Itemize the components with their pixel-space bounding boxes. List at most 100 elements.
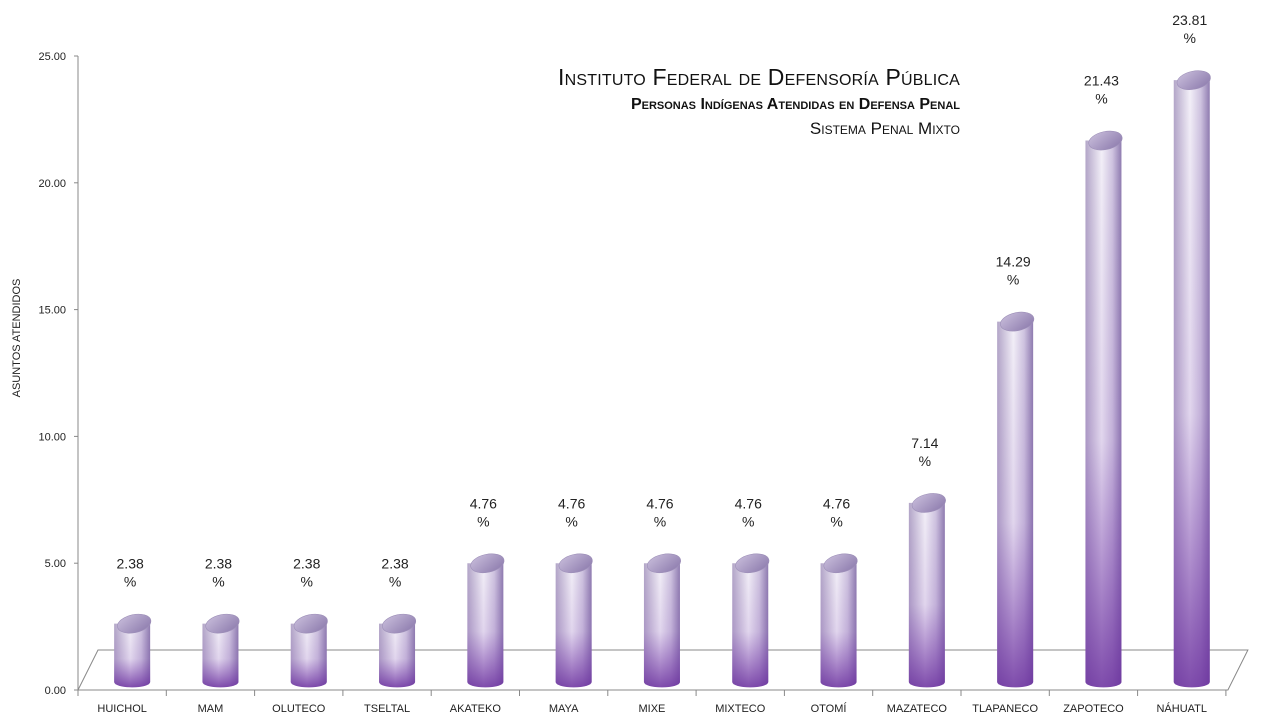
data-label: 4.76% — [558, 495, 585, 529]
data-label: 4.76% — [823, 495, 850, 529]
category-label: AKATEKO — [450, 703, 502, 715]
y-tick-label: 0.00 — [45, 685, 66, 697]
category-label: MIXTECO — [715, 703, 766, 715]
bar-cap — [117, 613, 152, 634]
bar — [908, 493, 946, 688]
chart-subtitle: Personas Indígenas Atendidas en Defensa … — [630, 96, 960, 113]
bar-cap — [646, 553, 681, 574]
bar — [202, 613, 240, 688]
data-label: 2.38% — [381, 556, 408, 590]
bar-cap — [1000, 311, 1035, 332]
y-tick-label: 15.00 — [38, 305, 66, 317]
data-label-unit: % — [124, 574, 136, 590]
bar — [643, 553, 681, 688]
data-label-value: 4.76 — [646, 495, 673, 511]
data-label: 2.38% — [205, 556, 232, 590]
data-label-unit: % — [477, 513, 489, 529]
category-label: OLUTECO — [272, 703, 326, 715]
data-label: 21.43% — [1084, 73, 1119, 107]
data-label: 2.38% — [293, 556, 320, 590]
bar — [1173, 70, 1211, 688]
category-label: TSELTAL — [364, 703, 410, 715]
bars — [114, 70, 1211, 688]
bar-cap — [205, 613, 240, 634]
data-label-unit: % — [1184, 30, 1196, 46]
data-label-unit: % — [1095, 91, 1107, 107]
bar-shade — [908, 502, 945, 688]
bar-shade — [114, 623, 151, 688]
data-label: 4.76% — [646, 495, 673, 529]
bar-shade — [555, 563, 592, 688]
data-label-unit: % — [830, 513, 842, 529]
data-label-value: 2.38 — [205, 556, 232, 572]
y-tick-label: 10.00 — [38, 431, 66, 443]
bar-shade — [202, 623, 239, 688]
data-label: 14.29% — [996, 254, 1031, 288]
bar-cap — [735, 553, 770, 574]
category-label: MAZATECO — [887, 703, 948, 715]
category-labels: HUICHOL MAM OLUTECO TSELTAL AKATEKO MAYA MIXE M… — [97, 702, 1207, 715]
bar — [290, 613, 328, 688]
bar — [997, 311, 1035, 688]
category-label: HUICHOL — [97, 703, 147, 715]
bar-cap — [293, 613, 328, 634]
bar-cap — [470, 553, 505, 574]
category-label: MIXE — [638, 703, 665, 715]
data-label-value: 2.38 — [117, 556, 144, 572]
bar — [467, 553, 505, 688]
data-label-unit: % — [919, 453, 931, 469]
bar-cap — [823, 553, 858, 574]
category-label: ZAPOTECO — [1063, 703, 1124, 715]
data-label-unit: % — [1007, 272, 1019, 288]
data-label-value: 4.76 — [470, 495, 497, 511]
data-label: 4.76% — [470, 495, 497, 529]
category-label: MAM — [198, 703, 224, 715]
data-label: 23.81% — [1172, 12, 1207, 46]
bar-shade — [1173, 80, 1210, 688]
data-labels: 2.38 %2.38 %2.38 %2.38 %4.76 %4.76 %4.76 %4.76%… — [117, 12, 1208, 589]
data-label-value: 7.14 — [911, 435, 938, 451]
bar-shade — [732, 563, 769, 688]
data-label-unit: % — [389, 574, 401, 590]
bar-shade — [379, 623, 416, 688]
data-label: 2.38% — [117, 556, 144, 590]
bar-cap — [911, 493, 946, 513]
bar-cap — [558, 553, 593, 574]
data-label: 7.14% — [911, 435, 938, 469]
data-label-value: 4.76 — [735, 495, 762, 511]
data-label-value: 2.38 — [293, 556, 320, 572]
chart-subtitle-2: Sistema Penal Mixto — [809, 119, 960, 138]
bar — [732, 553, 770, 688]
y-tick-label: 5.00 — [45, 558, 66, 570]
data-label-unit: % — [654, 513, 666, 529]
bar — [1085, 130, 1123, 688]
axes: 0.00 5.00 10.00 15.00 20.00 25.00 — [38, 51, 79, 697]
data-label: 4.76% — [735, 495, 762, 529]
y-tick-label: 25.00 — [38, 51, 66, 63]
data-label-value: 2.38 — [381, 556, 408, 572]
data-label-unit: % — [212, 574, 224, 590]
bar-cap — [1176, 70, 1211, 90]
bar-cap — [382, 613, 417, 634]
category-label: NÁHUATL — [1156, 702, 1207, 715]
category-label: TLAPANECO — [972, 703, 1038, 715]
data-label-value: 21.43 — [1084, 73, 1119, 89]
data-label-value: 14.29 — [996, 254, 1031, 270]
data-label-value: 4.76 — [558, 495, 585, 511]
bar-shade — [290, 623, 327, 688]
chart-title: Instituto Federal de Defensoría Pública — [558, 64, 960, 90]
data-label-unit: % — [565, 513, 577, 529]
bar-shade — [820, 563, 857, 688]
data-label-value: 4.76 — [823, 495, 850, 511]
bar-shade — [1085, 140, 1122, 688]
data-label-unit: % — [742, 513, 754, 529]
category-label: OTOMÍ — [811, 702, 848, 715]
data-label-unit: % — [301, 574, 313, 590]
bar-cap — [1088, 130, 1123, 151]
y-tick-label: 20.00 — [38, 178, 66, 190]
bar — [114, 613, 152, 688]
data-label-value: 23.81 — [1172, 12, 1207, 28]
bar-shade — [643, 563, 680, 688]
bar — [379, 613, 417, 688]
